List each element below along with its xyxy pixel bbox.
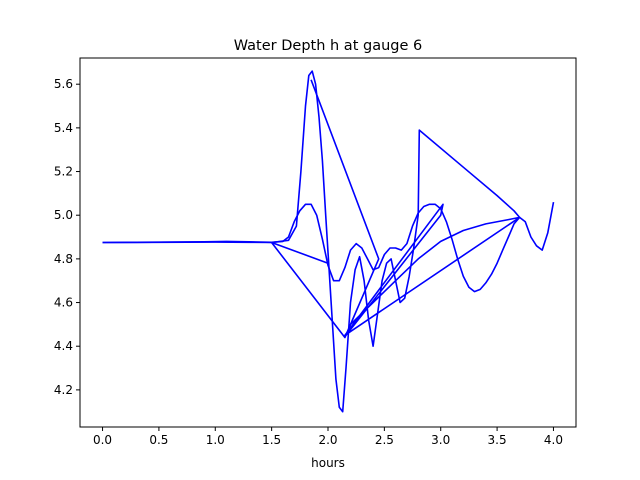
y-tick-label: 4.8 [54, 252, 73, 266]
series-line-1 [102, 201, 555, 293]
x-tick-label: 2.5 [375, 433, 394, 447]
y-tick-label: 4.2 [54, 383, 73, 397]
x-tick-label: 0.0 [93, 433, 112, 447]
y-tick-label: 5.4 [54, 121, 73, 135]
x-axis: 0.0 0.5 1.0 1.5 2.0 2.5 3.0 3.5 4.0 [93, 427, 563, 447]
x-tick-label: 3.0 [431, 433, 450, 447]
y-tick-label: 5.6 [54, 77, 73, 91]
x-axis-label: hours [311, 456, 345, 470]
chart-title: Water Depth h at gauge 6 [234, 38, 422, 54]
x-tick-label: 2.0 [318, 433, 337, 447]
y-tick-label: 5.0 [54, 208, 73, 222]
x-tick-label: 1.5 [262, 433, 281, 447]
x-tick-label: 0.5 [149, 433, 168, 447]
x-tick-label: 4.0 [544, 433, 563, 447]
series-line-3 [270, 79, 380, 339]
series-layer [102, 70, 555, 413]
y-tick-label: 4.4 [54, 339, 73, 353]
x-tick-label: 1.0 [206, 433, 225, 447]
y-axis: 4.2 4.4 4.6 4.8 5.0 5.2 5.4 5.6 [54, 77, 80, 397]
y-tick-label: 5.2 [54, 165, 73, 179]
y-tick-label: 4.6 [54, 296, 73, 310]
x-tick-label: 3.5 [488, 433, 507, 447]
